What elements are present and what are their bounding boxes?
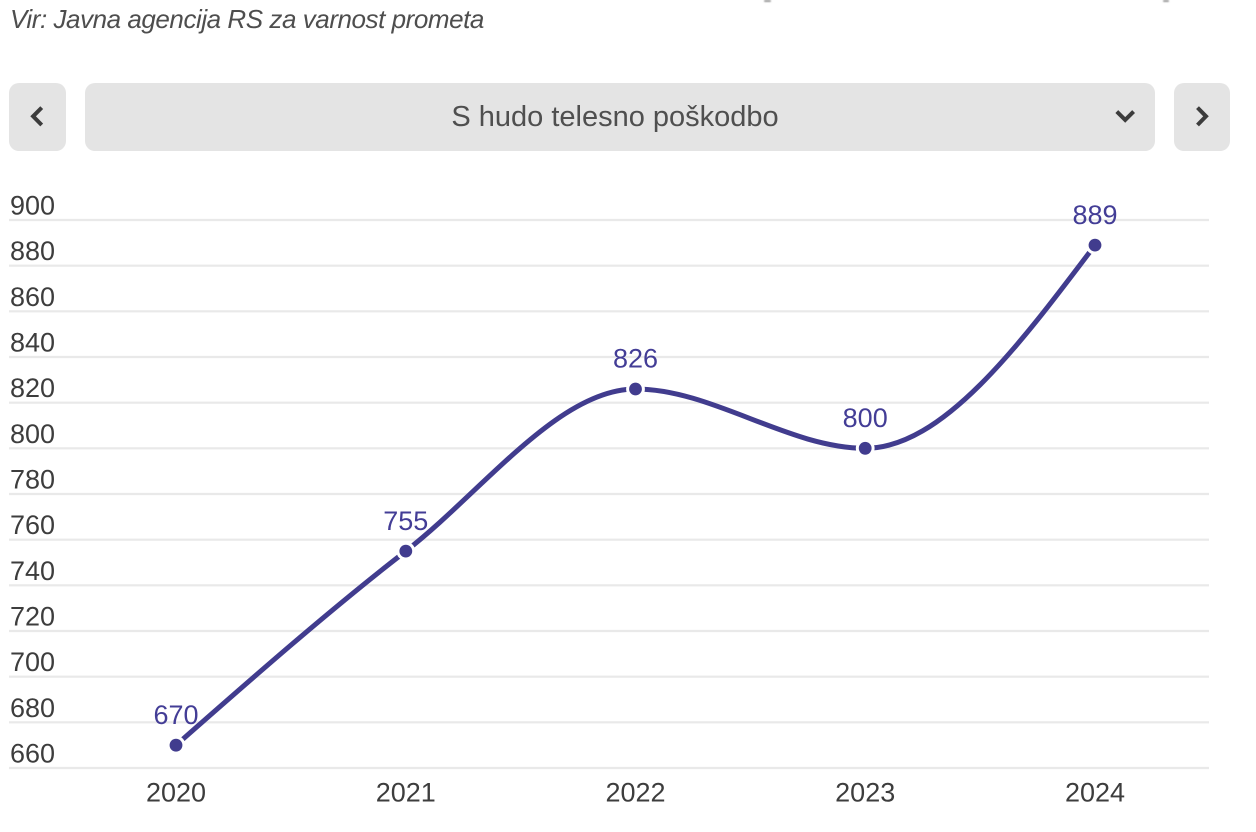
svg-text:826: 826 [613,344,658,374]
svg-text:670: 670 [153,700,198,730]
svg-text:840: 840 [10,328,55,358]
svg-text:740: 740 [10,556,55,586]
svg-text:680: 680 [10,693,55,723]
svg-text:860: 860 [10,282,55,312]
svg-text:2023: 2023 [835,777,895,807]
svg-text:755: 755 [383,506,428,536]
svg-text:2022: 2022 [605,777,665,807]
svg-text:2021: 2021 [376,777,436,807]
svg-text:780: 780 [10,465,55,495]
svg-text:800: 800 [843,403,888,433]
svg-text:760: 760 [10,510,55,540]
svg-text:820: 820 [10,373,55,403]
svg-text:880: 880 [10,236,55,266]
svg-text:900: 900 [10,191,55,221]
svg-text:720: 720 [10,602,55,632]
svg-text:800: 800 [10,419,55,449]
svg-text:660: 660 [10,739,55,769]
svg-text:700: 700 [10,647,55,677]
svg-text:2020: 2020 [146,777,206,807]
svg-text:889: 889 [1072,200,1117,230]
svg-text:2024: 2024 [1065,777,1125,807]
